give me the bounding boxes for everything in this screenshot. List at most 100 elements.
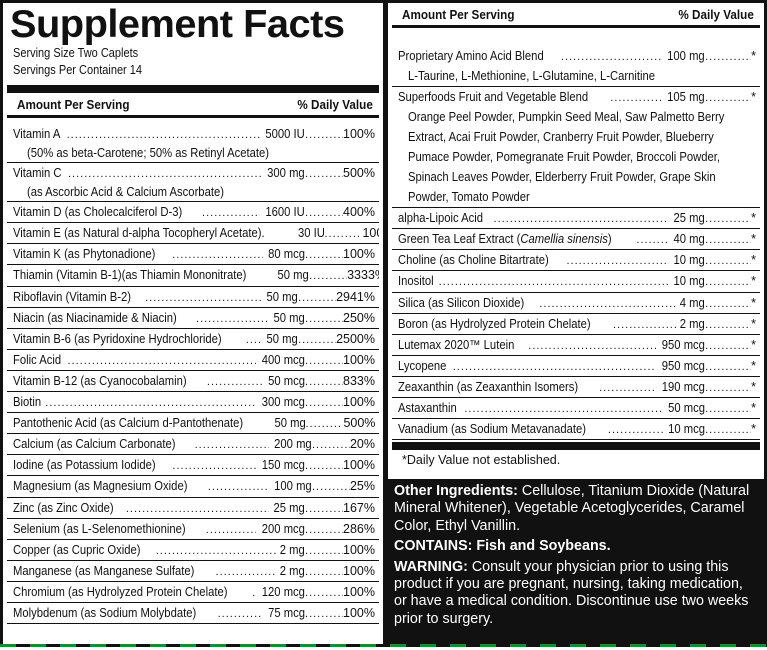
- nutrient-amount: 2 mg: [279, 542, 306, 557]
- nutrient-row: Chromium (as Hydrolyzed Protein Chelate)…: [7, 582, 379, 603]
- leader-dots: [172, 245, 263, 264]
- leader-dots: [67, 125, 261, 144]
- leader-dots: [126, 499, 269, 518]
- daily-value: 100%: [343, 584, 375, 599]
- nutrient-row: Molybdenum (as Sodium Molybdate) 75 mcg..…: [7, 603, 379, 625]
- nutrient-row: Vitamin C 300 mg..............500%: [7, 163, 379, 183]
- nutrient-amount: 200 mg: [274, 437, 312, 452]
- nutrient-amount: 10 mg: [673, 253, 706, 268]
- leader-dots: ..............: [305, 168, 343, 181]
- leader-dots: [246, 330, 263, 349]
- nutrient-row: Vitamin E (as Natural d-alpha Tocopheryl…: [7, 223, 379, 245]
- daily-value: *: [751, 232, 756, 247]
- contains-allergens: CONTAINS: Fish and Soybeans.: [394, 538, 757, 555]
- nutrient-row: Vanadium (as Sodium Metavanadate) 10 mcg.…: [392, 419, 760, 441]
- ingredients-warning-box: Other Ingredients: Cellulose, Titanium D…: [386, 479, 767, 644]
- nutrient-amount: 80 mcg: [268, 247, 306, 262]
- leader-dots: ..............: [298, 333, 336, 346]
- leader-dots: [566, 251, 669, 270]
- nutrient-name-text: Proprietary Amino Acid Blend: [398, 49, 544, 63]
- leader-dots: ..............: [305, 207, 343, 220]
- leader-dots: [156, 541, 277, 560]
- leader-dots: ..............: [705, 424, 751, 437]
- daily-value: *: [751, 49, 756, 63]
- nutrient-row: Iodine (as Potassium Iodide) 150 mcg.....…: [7, 455, 379, 477]
- nutrient-amount: 25 mg: [673, 211, 706, 226]
- nutrient-name: Vitamin B-12 (as Cyanocobalamin): [13, 371, 187, 391]
- nutrient-source-note-text: L-Taurine, L-Methionine, L-Glutamine, L-…: [408, 69, 656, 84]
- daily-value: 500%: [343, 416, 376, 431]
- nutrient-amount: 50 mg: [274, 416, 306, 431]
- nutrient-name: Calcium (as Calcium Carbonate): [13, 434, 176, 454]
- leader-dots: ..............: [298, 291, 336, 304]
- leader-dots: ..............: [705, 360, 751, 373]
- nutrient-name-text: Lutemax 2020™ Lutein: [398, 337, 515, 352]
- nutrient-source-note-text: (50% as beta-Carotene; 50% as Retinyl Ac…: [27, 146, 270, 161]
- nutrient-name: Riboflavin (Vitamin B-2): [13, 287, 131, 307]
- daily-value: 100%: [343, 458, 375, 473]
- nutrient-name: Inositol: [398, 271, 434, 291]
- leader-dots: [539, 294, 676, 313]
- nutrient-row: Riboflavin (Vitamin B-2) 50 mg...........…: [7, 287, 379, 308]
- nutrient-name: Vitamin E (as Natural d-alpha Tocopheryl…: [13, 223, 265, 243]
- daily-value: 286%: [343, 521, 375, 536]
- nutrient-source-note-text: Orange Peel Powder, Pumpkin Seed Meal, S…: [408, 110, 725, 205]
- nutrient-amount: 190 mcg: [661, 379, 706, 394]
- leader-dots: ..............: [705, 234, 751, 247]
- nutrient-amount: 50 mg: [266, 331, 299, 346]
- leader-dots: [145, 288, 262, 307]
- nutrient-name: Manganese (as Manganese Sulfate): [13, 561, 194, 581]
- nutrient-name-text: Folic Acid: [13, 352, 62, 367]
- daily-value: *: [751, 337, 756, 352]
- nutrient-name-text: Silica (as Silicon Dioxide): [398, 295, 525, 310]
- nutrient-amount: 100 mg: [667, 49, 706, 63]
- nutrient-amount: 75 mcg: [268, 605, 306, 620]
- leader-dots: [610, 88, 662, 107]
- daily-value: 400%: [343, 205, 375, 220]
- nutrient-row: Lutemax 2020™ Lutein 950 mcg.............…: [392, 335, 760, 356]
- nutrient-amount: 50 mg: [273, 310, 306, 325]
- leader-dots: ..............: [705, 213, 751, 226]
- leader-dots: ..............: [305, 397, 343, 410]
- dashed-cut-line: [0, 644, 767, 647]
- leader-dots: ..............: [305, 129, 343, 141]
- nutrient-amount: 40 mg: [673, 232, 706, 247]
- nutrient-name: Lycopene: [398, 356, 446, 376]
- nutrient-name-text: Vanadium (as Sodium Metavanadate): [398, 422, 587, 437]
- daily-value: *: [751, 379, 756, 394]
- nutrient-amount: 10 mcg: [668, 422, 706, 437]
- nutrient-source-note: (as Ascorbic Acid & Calcium Ascorbate): [7, 183, 379, 203]
- nutrient-amount: 50 mcg: [668, 401, 706, 416]
- leader-dots: ..............: [309, 270, 347, 283]
- leader-dots: ..............: [705, 51, 751, 63]
- nutrient-row: Inositol 10 mg..............*: [392, 271, 760, 293]
- leader-dots: ..............: [305, 544, 343, 557]
- other-ingredients-label: Other Ingredients:: [394, 483, 518, 499]
- servings-per-container: Servings Per Container 14: [13, 63, 143, 77]
- daily-value: 833%: [343, 373, 375, 388]
- leader-dots: [252, 583, 256, 602]
- nutrient-row: Vitamin B-6 (as Pyridoxine Hydrochloride…: [7, 329, 379, 350]
- nutrient-amount: 10 mg: [673, 274, 706, 289]
- nutrient-name: Silica (as Silicon Dioxide): [398, 293, 524, 313]
- amount-per-serving-header: Amount Per Serving: [17, 97, 130, 112]
- leader-dots: [207, 372, 263, 391]
- daily-value-header: % Daily Value: [297, 97, 373, 112]
- leader-dots: [453, 357, 656, 376]
- nutrient-name-text: Vitamin D (as Cholecalciferol D-3): [13, 205, 183, 220]
- nutrient-row: Astaxanthin 50 mcg..............*: [392, 398, 760, 420]
- daily-value: *: [751, 401, 756, 416]
- amount-per-serving-header: Amount Per Serving: [402, 7, 515, 22]
- nutrient-name-text: Magnesium (as Magnesium Oxide): [13, 479, 188, 494]
- nutrient-row: Biotin 300 mcg..............100%: [7, 392, 379, 414]
- daily-value: 100%: [343, 395, 375, 410]
- daily-value-footnote: *Daily Value not established.: [402, 453, 561, 468]
- other-ingredients-text: Cellulose, Titanium Dioxide (Natural Min…: [394, 483, 750, 534]
- other-ingredients: Other Ingredients: Cellulose, Titanium D…: [394, 483, 757, 535]
- leader-dots: ..............: [305, 375, 343, 388]
- nutrient-name-text: Selenium (as L-Selenomethionine): [13, 521, 186, 536]
- warning: WARNING: Consult your physician prior to…: [394, 559, 757, 629]
- daily-value: 2500%: [336, 331, 375, 346]
- leader-dots: [206, 520, 256, 539]
- nutrient-row: Vitamin B-12 (as Cyanocobalamin) 50 mcg..…: [7, 371, 379, 393]
